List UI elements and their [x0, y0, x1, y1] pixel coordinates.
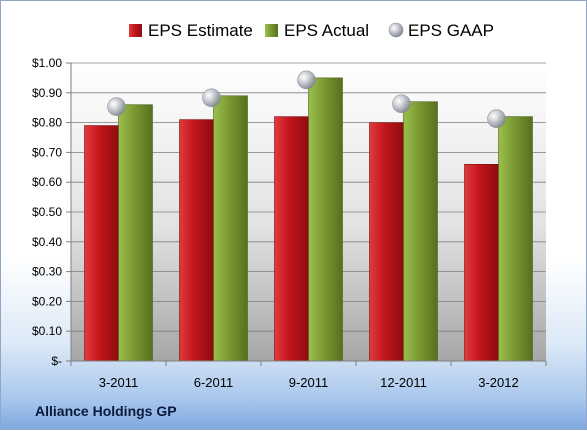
y-tick-label: $0.40 [32, 235, 62, 249]
x-tick-label: 9-2011 [289, 375, 329, 390]
eps-estimate-bar [274, 116, 309, 362]
x-tick-label: 3-2012 [478, 375, 518, 390]
eps-actual-bar [308, 77, 343, 362]
legend-gaap-swatch [388, 22, 404, 38]
y-tick-label: $- [51, 354, 62, 368]
eps-estimate-bar [84, 125, 119, 362]
y-tick-label: $0.90 [32, 86, 62, 100]
company-name: Alliance Holdings GP [35, 403, 177, 419]
x-tick-label: 3-2011 [99, 375, 139, 390]
y-tick-label: $0.70 [32, 145, 62, 159]
y-tick-label: $0.10 [32, 324, 62, 338]
eps-gaap-marker [202, 88, 221, 108]
eps-estimate-bar [179, 119, 214, 362]
bars [84, 77, 533, 362]
y-axis: $- $0.10 $0.20 $0.30 $0.40 $0.50 $0.60 $0.70 $0.… [32, 56, 72, 368]
y-tick-label: $0.60 [32, 175, 62, 189]
eps-actual-bar [498, 116, 533, 362]
y-tick-label: $0.30 [32, 265, 62, 279]
legend-actual-swatch [265, 24, 278, 37]
eps-estimate-bar [369, 122, 404, 362]
eps-estimate-bar [464, 164, 499, 362]
y-tick-label: $0.80 [32, 116, 62, 130]
x-tick-label: 12-2011 [380, 375, 427, 390]
eps-gaap-marker [487, 109, 506, 128]
legend: EPS Estimate EPS Actual EPS GAAP [129, 21, 494, 40]
legend-label: EPS Actual [284, 21, 369, 40]
legend-label: EPS GAAP [408, 21, 494, 40]
gaap-markers [107, 70, 506, 128]
legend-label: EPS Estimate [148, 21, 253, 40]
eps-actual-bar [118, 104, 153, 362]
eps-gaap-marker [107, 97, 126, 117]
y-tick-label: $0.20 [32, 294, 62, 308]
y-tick-label: $0.50 [32, 205, 62, 219]
eps-gaap-marker [297, 70, 316, 90]
legend-estimate-swatch [129, 24, 142, 37]
eps-gaap-marker [392, 94, 411, 114]
x-tick-label: 6-2011 [194, 375, 234, 390]
x-axis: 3-2011 6-2011 9-2011 12-2011 3-2012 [70, 360, 547, 390]
eps-actual-bar [403, 101, 438, 362]
y-tick-label: $1.00 [32, 56, 62, 70]
eps-actual-bar [213, 95, 248, 362]
